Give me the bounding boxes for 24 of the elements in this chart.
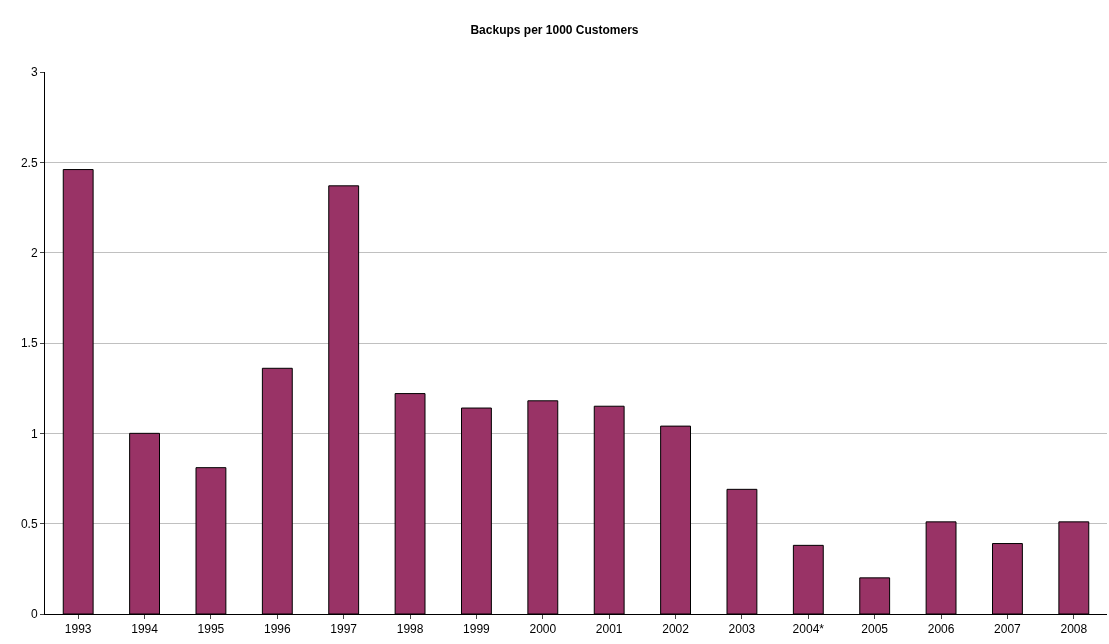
x-tick-label: 1999: [463, 622, 491, 637]
x-tick-label: 2004*: [792, 622, 825, 637]
x-tick-label: 2006: [927, 622, 955, 637]
y-tick-label: 2: [30, 245, 38, 260]
x-tick-label: 2003: [728, 622, 756, 637]
x-tick-label: 1994: [131, 622, 159, 637]
y-tick-label: 2.5: [20, 155, 38, 170]
y-tick-label: 1.5: [20, 336, 38, 351]
x-tick-label: 1996: [263, 622, 291, 637]
x-tick-label: 1993: [64, 622, 92, 637]
x-tick-label: 2002: [662, 622, 690, 637]
x-tick-label: 2000: [529, 622, 557, 637]
y-tick-label: 1: [30, 426, 38, 441]
chart-title: Backups per 1000 Customers: [470, 23, 639, 38]
x-tick-label: 1995: [197, 622, 225, 637]
x-tick-label: 2008: [1060, 622, 1088, 637]
x-tick-label: 1998: [396, 622, 424, 637]
y-tick-label: 0: [30, 607, 38, 622]
y-tick-label: 0.5: [20, 516, 38, 531]
x-tick-label: 2007: [994, 622, 1022, 637]
y-tick-label: 3: [30, 65, 38, 80]
x-tick-label: 2005: [861, 622, 889, 637]
x-tick-label: 2001: [595, 622, 623, 637]
x-tick-label: 1997: [330, 622, 358, 637]
